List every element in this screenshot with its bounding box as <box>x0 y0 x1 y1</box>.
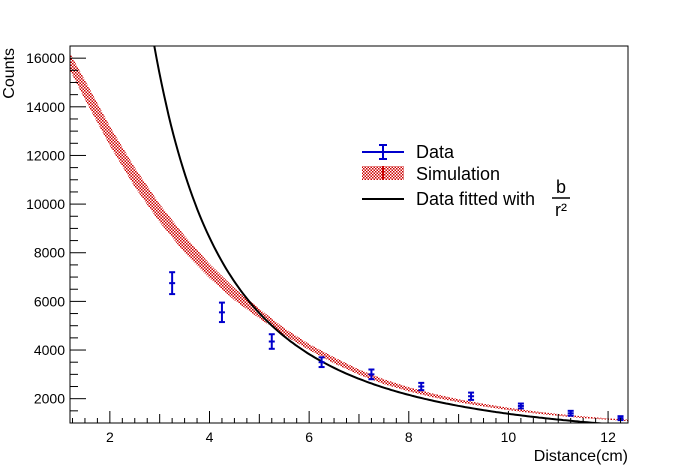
x-tick-label: 8 <box>405 429 413 445</box>
y-tick-label: 8000 <box>34 245 65 261</box>
legend-data-label: Data <box>416 142 455 162</box>
plot-area <box>70 46 628 423</box>
x-tick-label: 2 <box>106 429 114 445</box>
legend-entry-fit: Data fitted with b r² <box>362 177 570 220</box>
data-point <box>517 402 524 410</box>
plot-frame <box>69 45 629 424</box>
y-tick-label: 2000 <box>34 391 65 407</box>
x-axis-label: Distance(cm) <box>534 448 628 465</box>
y-tick-label: 12000 <box>26 147 65 163</box>
legend-fit-numerator: b <box>556 177 566 197</box>
legend: Data Simulation Data fitted with b r² <box>362 142 570 220</box>
data-point <box>418 381 425 392</box>
y-tick-label: 10000 <box>26 196 65 212</box>
legend-entry-data: Data <box>362 142 455 162</box>
x-tick-label: 4 <box>206 429 214 445</box>
simulation-band <box>70 53 628 422</box>
legend-simulation-label: Simulation <box>416 164 500 184</box>
data-point <box>218 301 225 324</box>
y-axis-label: Counts <box>1 48 18 99</box>
data-point <box>318 356 325 369</box>
y-axis: 2000 4000 6000 8000 10000 12000 14000 16000 <box>26 45 86 424</box>
data-point <box>368 368 375 381</box>
x-tick-label: 6 <box>305 429 313 445</box>
fit-curve <box>153 46 608 423</box>
data-point <box>268 333 275 350</box>
y-tick-label: 6000 <box>34 293 65 309</box>
data-point <box>468 391 475 401</box>
data-point <box>169 271 176 296</box>
x-tick-label: 10 <box>501 429 517 445</box>
data-point <box>567 409 574 417</box>
x-tick-label: 12 <box>600 429 616 445</box>
y-tick-label: 14000 <box>26 99 65 115</box>
y-tick-label: 4000 <box>34 342 65 358</box>
legend-fit-label: Data fitted with <box>416 189 535 209</box>
legend-entry-simulation: Simulation <box>362 164 500 184</box>
x-axis: 2 4 6 8 10 12 <box>71 411 622 445</box>
legend-fit-denominator: r² <box>555 200 567 220</box>
y-tick-label: 16000 <box>26 50 65 66</box>
